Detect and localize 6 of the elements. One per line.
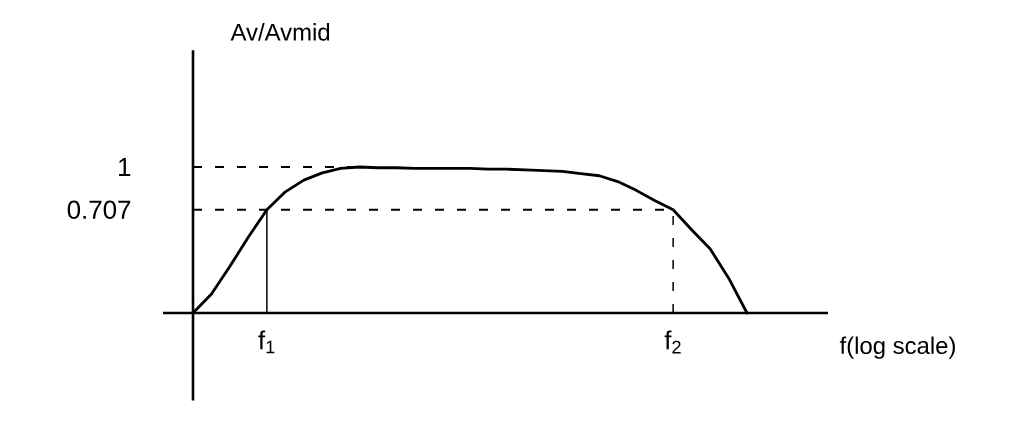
x-axis-title: f(log scale): [839, 336, 955, 359]
y-axis-title: Av/Avmid: [230, 23, 330, 41]
x-tick-label: f$_{2}$: [664, 330, 681, 354]
y-tick-label: 0.707: [67, 200, 131, 219]
y-tick-label: 1: [119, 158, 131, 176]
x-tick-label: f$_{1}$: [258, 330, 275, 354]
